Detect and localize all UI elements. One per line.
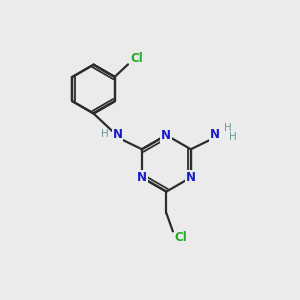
Text: Cl: Cl: [130, 52, 143, 65]
Text: H: H: [229, 132, 237, 142]
Text: H: H: [101, 129, 109, 140]
Text: N: N: [161, 129, 171, 142]
Text: N: N: [137, 171, 147, 184]
Text: Cl: Cl: [175, 232, 188, 244]
Text: N: N: [112, 128, 122, 141]
Text: H: H: [224, 123, 232, 133]
Text: N: N: [186, 171, 196, 184]
Text: N: N: [210, 128, 220, 141]
